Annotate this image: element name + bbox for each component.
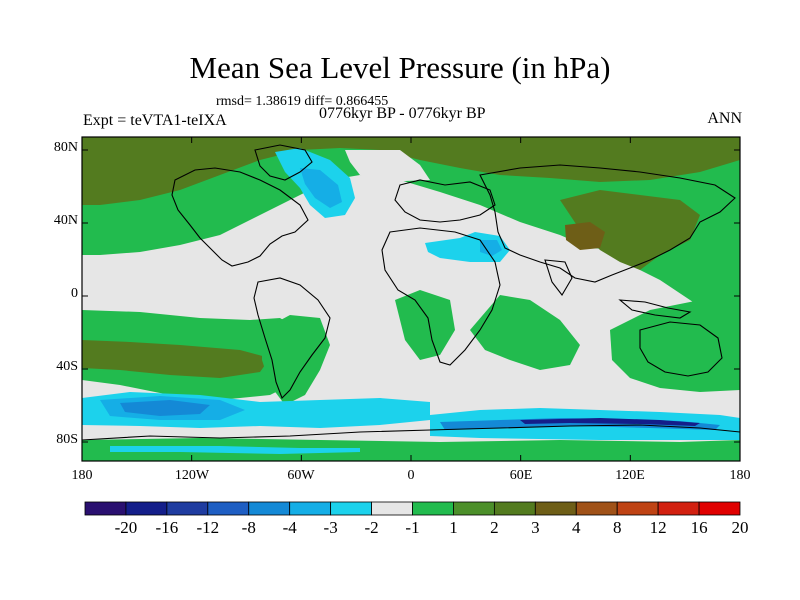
colorbar-swatch-10 [493,501,536,516]
lat-label-40n: 40N [53,213,78,228]
axis-ticks [81,137,741,461]
colorbar-swatch-0 [84,501,127,516]
lon-label-120w: 120W [174,468,210,483]
colorbar-label-14: 16 [690,518,708,537]
colorbar-swatch-7 [371,501,413,516]
coastline-asia [479,164,736,283]
colorbar-label-4: -4 [282,518,297,537]
colorbar-swatch-8 [412,501,454,516]
coastline-indonesia [618,299,692,319]
colorbar-swatch-11 [534,501,577,516]
colorbar-swatch-1 [125,501,168,516]
lat-label-0: 0 [71,286,78,301]
stats-label: rmsd= 1.38619 diff= 0.866455 [216,94,389,109]
lon-label-60w: 60W [287,468,315,483]
field-tibet-brown [565,222,605,250]
field-antarctic-cyan [110,446,360,454]
colorbar-label-8: 1 [449,518,458,537]
colorbar-label-7: -1 [405,518,420,537]
coastline-north-america [171,167,309,267]
lat-label-80s: 80S [56,432,78,447]
field-asia-olive [560,190,700,270]
colorbar-label-5: -3 [323,518,338,537]
field-southeast-green [610,300,740,392]
lat-label-80n: 80N [53,140,78,155]
colorbar-swatch-4 [248,501,291,516]
chart-title: Mean Sea Level Pressure (in hPa) [189,50,611,85]
colorbar-swatch-2 [166,501,209,516]
lat-label-40s: 40S [56,359,78,374]
colorbar-label-15: 20 [731,518,749,537]
map-area [82,137,740,461]
coastline-south-america [253,277,331,399]
field-north-olive [82,137,740,205]
colorbar-swatch-9 [453,501,495,516]
colorbar-label-10: 3 [531,518,540,537]
coastline-africa [381,227,501,366]
period-label: 0776kyr BP - 0776kyr BP [319,105,486,122]
coastline-greenland [254,144,313,181]
colorbar-swatch-6 [330,501,372,516]
field-antarctic-coast-navy [520,418,700,426]
colorbar-swatch-14 [657,501,700,516]
colorbar-swatch-15 [698,501,741,516]
coastline-europe [394,179,496,223]
field-arabia-lightblue [480,240,502,256]
field-pacific-olive-west [82,340,270,378]
colorbar-swatch-5 [289,501,332,516]
colorbar-label-6: -2 [364,518,379,537]
coastlines [82,144,740,441]
colorbar [84,501,741,516]
colorbar-label-0: -20 [114,518,138,537]
lon-label-180w: 180 [71,468,93,483]
colorbar-swatch-13 [616,501,659,516]
coastline-australia [639,321,723,377]
colorbar-label-9: 2 [490,518,499,537]
field-north-atlantic-neutral [345,150,430,182]
field-africa-green [395,290,455,360]
lon-label-0: 0 [407,468,415,483]
coastline-india [544,259,573,296]
colorbar-label-3: -8 [241,518,256,537]
field-southern-ocean-blue [120,400,210,416]
colorbar-label-11: 4 [572,518,581,537]
season-label: ANN [707,110,742,127]
field-north-atlantic-lightblue [300,168,342,208]
lon-label-180e: 180 [729,468,751,483]
colorbar-label-13: 12 [649,518,667,537]
colorbar-label-1: -16 [155,518,179,537]
field-antarctic-green [82,438,740,461]
colorbar-label-2: -12 [196,518,220,537]
colorbar-swatch-12 [575,501,618,516]
field-indian-green [470,295,580,370]
colorbar-label-12: 8 [612,518,622,537]
lon-label-60e: 60E [509,468,533,483]
colorbar-swatch-3 [207,501,250,516]
field-south-america-green [262,315,330,405]
experiment-label: Expt = teVTA1-teIXA [83,112,227,129]
coastline-antarctica [82,424,740,441]
lon-label-120e: 120E [615,468,645,483]
